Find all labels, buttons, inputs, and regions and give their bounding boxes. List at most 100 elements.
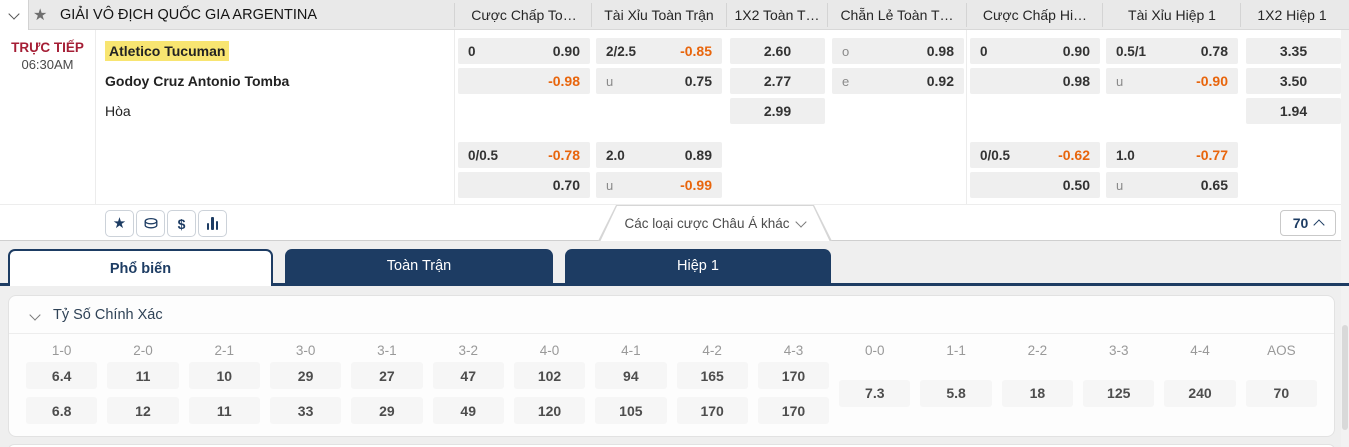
odds-value: -0.62 [1058,147,1090,163]
scrollbar-track[interactable] [1341,30,1349,447]
score-column: 4-4 240 [1159,338,1240,428]
odds-cell-h1-handicap2-away[interactable]: 0.50 [970,172,1100,198]
score-odds-group: 47 49 [428,362,509,424]
score-odds-group: 7.3 [834,362,915,424]
score-odds-button[interactable]: 47 [432,362,504,389]
score-odds-group: 240 [1159,362,1240,424]
odds-cell-h1-handicap-away[interactable]: 0.98 [970,68,1100,94]
match-time: 06:30AM [21,57,74,72]
expander-background [600,206,830,242]
score-odds-group: 165 170 [672,362,753,424]
odds-cell-h1-under[interactable]: u -0.90 [1106,68,1238,94]
away-team-row[interactable]: Godoy Cruz Antonio Tomba [105,68,289,94]
header-divider [1102,3,1103,27]
collapse-league-button[interactable] [0,0,29,30]
score-odds-button[interactable]: 27 [351,362,423,389]
score-odds-button[interactable]: 6.8 [26,397,98,424]
odds-cell-ft-1x2-home[interactable]: 2.60 [730,38,825,64]
odds-cell-ft-handicap2-home[interactable]: 0/0.5 -0.78 [458,142,590,168]
score-odds-button[interactable]: 120 [513,397,586,424]
odds-cell-h1-over2[interactable]: 1.0 -0.77 [1106,142,1238,168]
odds-cell-ft-1x2-draw[interactable]: 2.99 [730,98,825,124]
odds-cell-ft-handicap-away[interactable]: -0.98 [458,68,590,94]
score-odds-group: 102 120 [509,362,590,424]
score-odds-button[interactable]: 29 [351,397,423,424]
score-odds-button[interactable]: 170 [757,362,830,389]
score-odds-group: 5.8 [915,362,996,424]
bet-builder-button[interactable] [136,210,165,237]
odds-cell-ft-handicap2-away[interactable]: 0.70 [458,172,590,198]
odds-cell-ft-1x2-away[interactable]: 2.77 [730,68,825,94]
score-odds-button[interactable]: 94 [595,362,667,389]
odds-value: -0.77 [1196,147,1228,163]
odds-cell-h1-handicap2-home[interactable]: 0/0.5 -0.62 [970,142,1100,168]
stats-button[interactable] [198,210,227,237]
score-odds-button[interactable]: 165 [676,362,748,389]
score-odds-button[interactable]: 125 [1083,379,1155,407]
league-favorite-star-icon[interactable]: ★ [33,7,48,24]
score-odds-button[interactable]: 105 [595,397,667,424]
odds-cell-ft-odd[interactable]: o 0.98 [832,38,964,64]
score-odds-group: 10 11 [184,362,265,424]
scrollbar-thumb[interactable] [1342,325,1348,430]
score-odds-button[interactable]: 5.8 [920,379,992,407]
odds-cell-ft-under[interactable]: u 0.75 [596,68,722,94]
tab-label: Hiệp 1 [677,258,719,274]
score-odds-button[interactable]: 11 [188,397,260,424]
score-odds-button[interactable]: 33 [269,397,342,424]
odds-cell-h1-handicap-home[interactable]: 0 0.90 [970,38,1100,64]
odds-value: 2.99 [763,103,792,119]
odds-cell-ft-handicap-home[interactable]: 0 0.90 [458,38,590,64]
score-odds-button[interactable]: 11 [107,362,179,389]
more-asian-bets-expander[interactable]: Các loại cược Châu Á khác [598,205,832,241]
score-column: 4-1 94 105 [590,338,671,428]
score-odds-group: 94 105 [590,362,671,424]
score-odds-button[interactable]: 6.4 [26,362,98,389]
score-odds-button[interactable]: 70 [1245,379,1317,407]
even-label: e [842,73,850,89]
correct-score-header[interactable]: Tỷ Số Chính Xác [9,296,1334,334]
score-odds-button[interactable]: 102 [513,362,586,389]
odds-cell-h1-over[interactable]: 0.5/1 0.78 [1106,38,1238,64]
odds-cell-h1-1x2-away[interactable]: 3.50 [1246,68,1341,94]
score-odds-button[interactable]: 7.3 [839,379,911,407]
tab-label: Phổ biến [109,260,172,277]
column-header-h1-ou: Tài Xỉu Hiệp 1 [1128,7,1216,23]
total-line: 1.0 [1116,147,1135,163]
score-column: 2-1 10 11 [184,338,265,428]
more-bets-label: Các loại cược Châu Á khác [624,215,790,231]
tab-popular[interactable]: Phổ biến [8,249,273,286]
market-count-collapse-button[interactable]: 70 [1280,210,1336,236]
score-odds-group: 18 [997,362,1078,424]
odds-cell-ft-over2[interactable]: 2.0 0.89 [596,142,722,168]
score-odds-button[interactable]: 49 [432,397,504,424]
score-column: 3-2 47 49 [428,338,509,428]
score-odds-button[interactable]: 240 [1164,379,1236,407]
correct-score-title: Tỷ Số Chính Xác [53,306,163,323]
score-odds-group: 11 12 [102,362,183,424]
odds-cell-ft-over[interactable]: 2/2.5 -0.85 [596,38,722,64]
odds-cell-ft-even[interactable]: e 0.92 [832,68,964,94]
home-team-row[interactable]: Atletico Tucuman [105,38,230,64]
score-label: 0-0 [865,342,885,358]
score-odds-button[interactable]: 18 [1001,379,1074,407]
favorite-button[interactable]: ★ [105,210,134,237]
odds-cell-h1-1x2-draw[interactable]: 1.94 [1246,98,1341,124]
odd-label: o [842,43,850,59]
tab-first-half[interactable]: Hiệp 1 [565,249,831,283]
score-label: 1-0 [51,342,72,358]
tabs-underline [0,283,1349,286]
odds-cell-h1-under2[interactable]: u 0.65 [1106,172,1238,198]
score-odds-button[interactable]: 170 [757,397,830,424]
under-label: u [606,73,614,89]
odds-cell-ft-under2[interactable]: u -0.99 [596,172,722,198]
score-odds-button[interactable]: 10 [188,362,260,389]
odds-cell-h1-1x2-home[interactable]: 3.35 [1246,38,1341,64]
cash-out-button[interactable]: $ [167,210,196,237]
score-odds-button[interactable]: 170 [676,397,748,424]
score-odds-button[interactable]: 12 [107,397,179,424]
column-header-h1-1x2: 1X2 Hiệp 1 [1257,7,1327,23]
odds-value: -0.99 [680,177,712,193]
score-odds-button[interactable]: 29 [269,362,342,389]
tab-full-time[interactable]: Toàn Trận [285,249,553,283]
